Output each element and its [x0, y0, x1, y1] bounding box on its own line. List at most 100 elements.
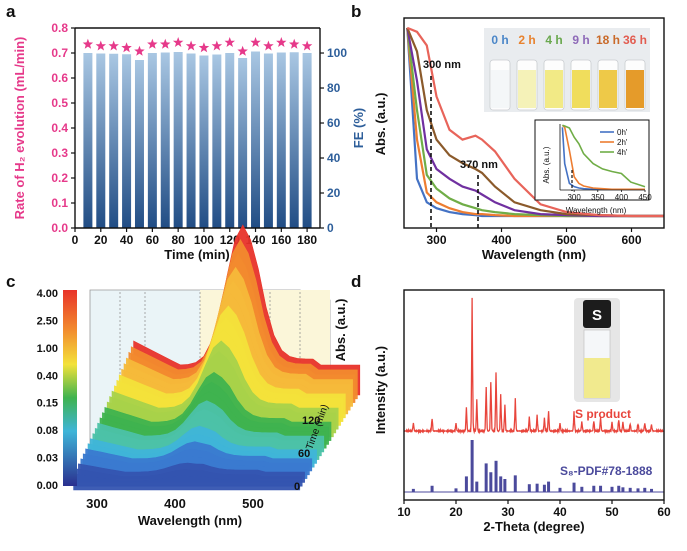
d-vial-label: S: [592, 307, 602, 324]
b-inset-xtick-label: 450: [638, 193, 652, 202]
c-xlabel: Wavelength (nm): [138, 513, 242, 528]
c-xtick-label: 300: [86, 496, 108, 511]
b-vial-label: 9 h: [572, 33, 589, 47]
d-vial-powder: [584, 358, 610, 398]
a-xtick-label: 20: [94, 233, 108, 247]
b-vial-liquid: [599, 70, 617, 108]
a-star: [224, 37, 235, 47]
b-frame: [403, 17, 665, 229]
a-xtick-label: 40: [120, 233, 134, 247]
b-inset-line: [562, 124, 646, 188]
a-xtick-label: 160: [271, 233, 291, 247]
c-time-tick-label: 60: [298, 448, 310, 460]
b-inset-xtick-label: 350: [591, 193, 605, 202]
a-ytick-right-label: 60: [327, 116, 341, 130]
a-star: [121, 42, 132, 53]
a-ytick-right-label: 40: [327, 151, 341, 165]
d-legend-s-product: S product: [575, 407, 631, 421]
b-vial-liquid: [545, 70, 563, 108]
a-ytick-left-label: 0.2: [51, 171, 68, 185]
a-bar: [173, 52, 183, 228]
b-vial-label: 4 h: [545, 33, 562, 47]
b-xlabel: Wavelength (nm): [482, 247, 586, 262]
a-xtick-label: 80: [171, 233, 185, 247]
a-ytick-left-label: 0.6: [51, 71, 68, 85]
a-bar: [238, 58, 248, 228]
b-xtick-label: 300: [426, 233, 446, 247]
panel-label-c: c: [6, 272, 16, 291]
a-bar: [147, 53, 157, 228]
b-inset-xlabel: Wavelength (nm): [566, 206, 627, 215]
a-bar: [186, 53, 196, 228]
a-ytick-right-label: 0: [327, 221, 334, 235]
d-xtick-label: 20: [449, 505, 463, 519]
d-series-line: [403, 297, 664, 435]
c-colorbar-label: 0.15: [37, 398, 58, 410]
d-frame: [403, 289, 665, 501]
a-star: [250, 37, 261, 47]
a-ytick-left-label: 0.4: [51, 121, 68, 135]
a-bar: [160, 52, 170, 228]
c-colorbar-label: 0.03: [37, 453, 58, 465]
a-bar: [109, 53, 119, 228]
a-bar: [289, 52, 299, 228]
a-star: [134, 45, 145, 56]
d-vial-cap: [583, 300, 611, 328]
c-time-tick-label: 0: [294, 481, 300, 493]
a-star: [95, 40, 106, 51]
d-xtick-label: 10: [397, 505, 411, 519]
c-xtick-label: 400: [164, 496, 186, 511]
b-vial-liquid: [518, 70, 536, 108]
a-bar: [225, 53, 235, 228]
d-legend-pdf: S₈-PDF#78-1888: [560, 464, 653, 478]
a-xtick-label: 60: [146, 233, 160, 247]
a-star: [108, 40, 119, 51]
a-ytick-right-label: 20: [327, 186, 341, 200]
b-vial-label: 18 h: [596, 33, 620, 47]
b-inset-frame: [534, 119, 650, 201]
c-colorbar-label: 0.40: [37, 370, 58, 382]
a-xlabel: Time (min): [164, 247, 230, 262]
d-xtick-label: 40: [553, 505, 567, 519]
b-inset-legend-label: 4h': [617, 148, 628, 157]
a-star: [82, 38, 94, 49]
a-bar: [263, 53, 273, 228]
d-xtick-label: 30: [501, 505, 515, 519]
b-xtick-label: 600: [621, 233, 641, 247]
a-ylabel-left: Rate of H₂ evolution (mL/min): [12, 37, 27, 220]
a-bar: [134, 60, 144, 228]
a-ytick-right-label: 100: [327, 46, 347, 60]
c-colorbar-label: 1.00: [37, 343, 58, 355]
a-ytick-left-label: 0.1: [51, 196, 68, 210]
a-bar: [302, 53, 312, 228]
panel-label-a: a: [6, 2, 16, 21]
b-annotation-370: 370 nm: [460, 159, 498, 171]
d-xlabel: 2-Theta (degree): [483, 519, 584, 534]
a-star: [263, 40, 274, 51]
d-ylabel: Intensity (a.u.): [373, 346, 388, 434]
b-vial-photo: [484, 28, 650, 112]
a-ytick-right-label: 80: [327, 81, 341, 95]
panel-label-d: d: [351, 272, 362, 291]
a-star: [301, 40, 313, 51]
a-star: [172, 37, 184, 47]
b-xtick-label: 400: [491, 233, 511, 247]
a-ytick-left-label: 0.7: [51, 46, 68, 60]
a-star: [237, 45, 248, 56]
b-inset-ylabel: Abs. (a.u.): [542, 146, 551, 183]
c-xtick-label: 500: [242, 496, 264, 511]
a-star: [185, 40, 197, 51]
b-annotation-300: 300 nm: [423, 59, 461, 71]
a-bar: [122, 54, 132, 228]
a-ytick-left-label: 0.8: [51, 21, 68, 35]
b-inset-xtick-label: 400: [615, 193, 629, 202]
a-star: [147, 38, 158, 49]
a-ytick-left-label: 0.5: [51, 96, 68, 110]
b-vial-liquid: [572, 70, 590, 108]
d-xtick-label: 60: [657, 505, 671, 519]
a-star: [289, 38, 300, 49]
b-vial-label: 2 h: [518, 33, 535, 47]
